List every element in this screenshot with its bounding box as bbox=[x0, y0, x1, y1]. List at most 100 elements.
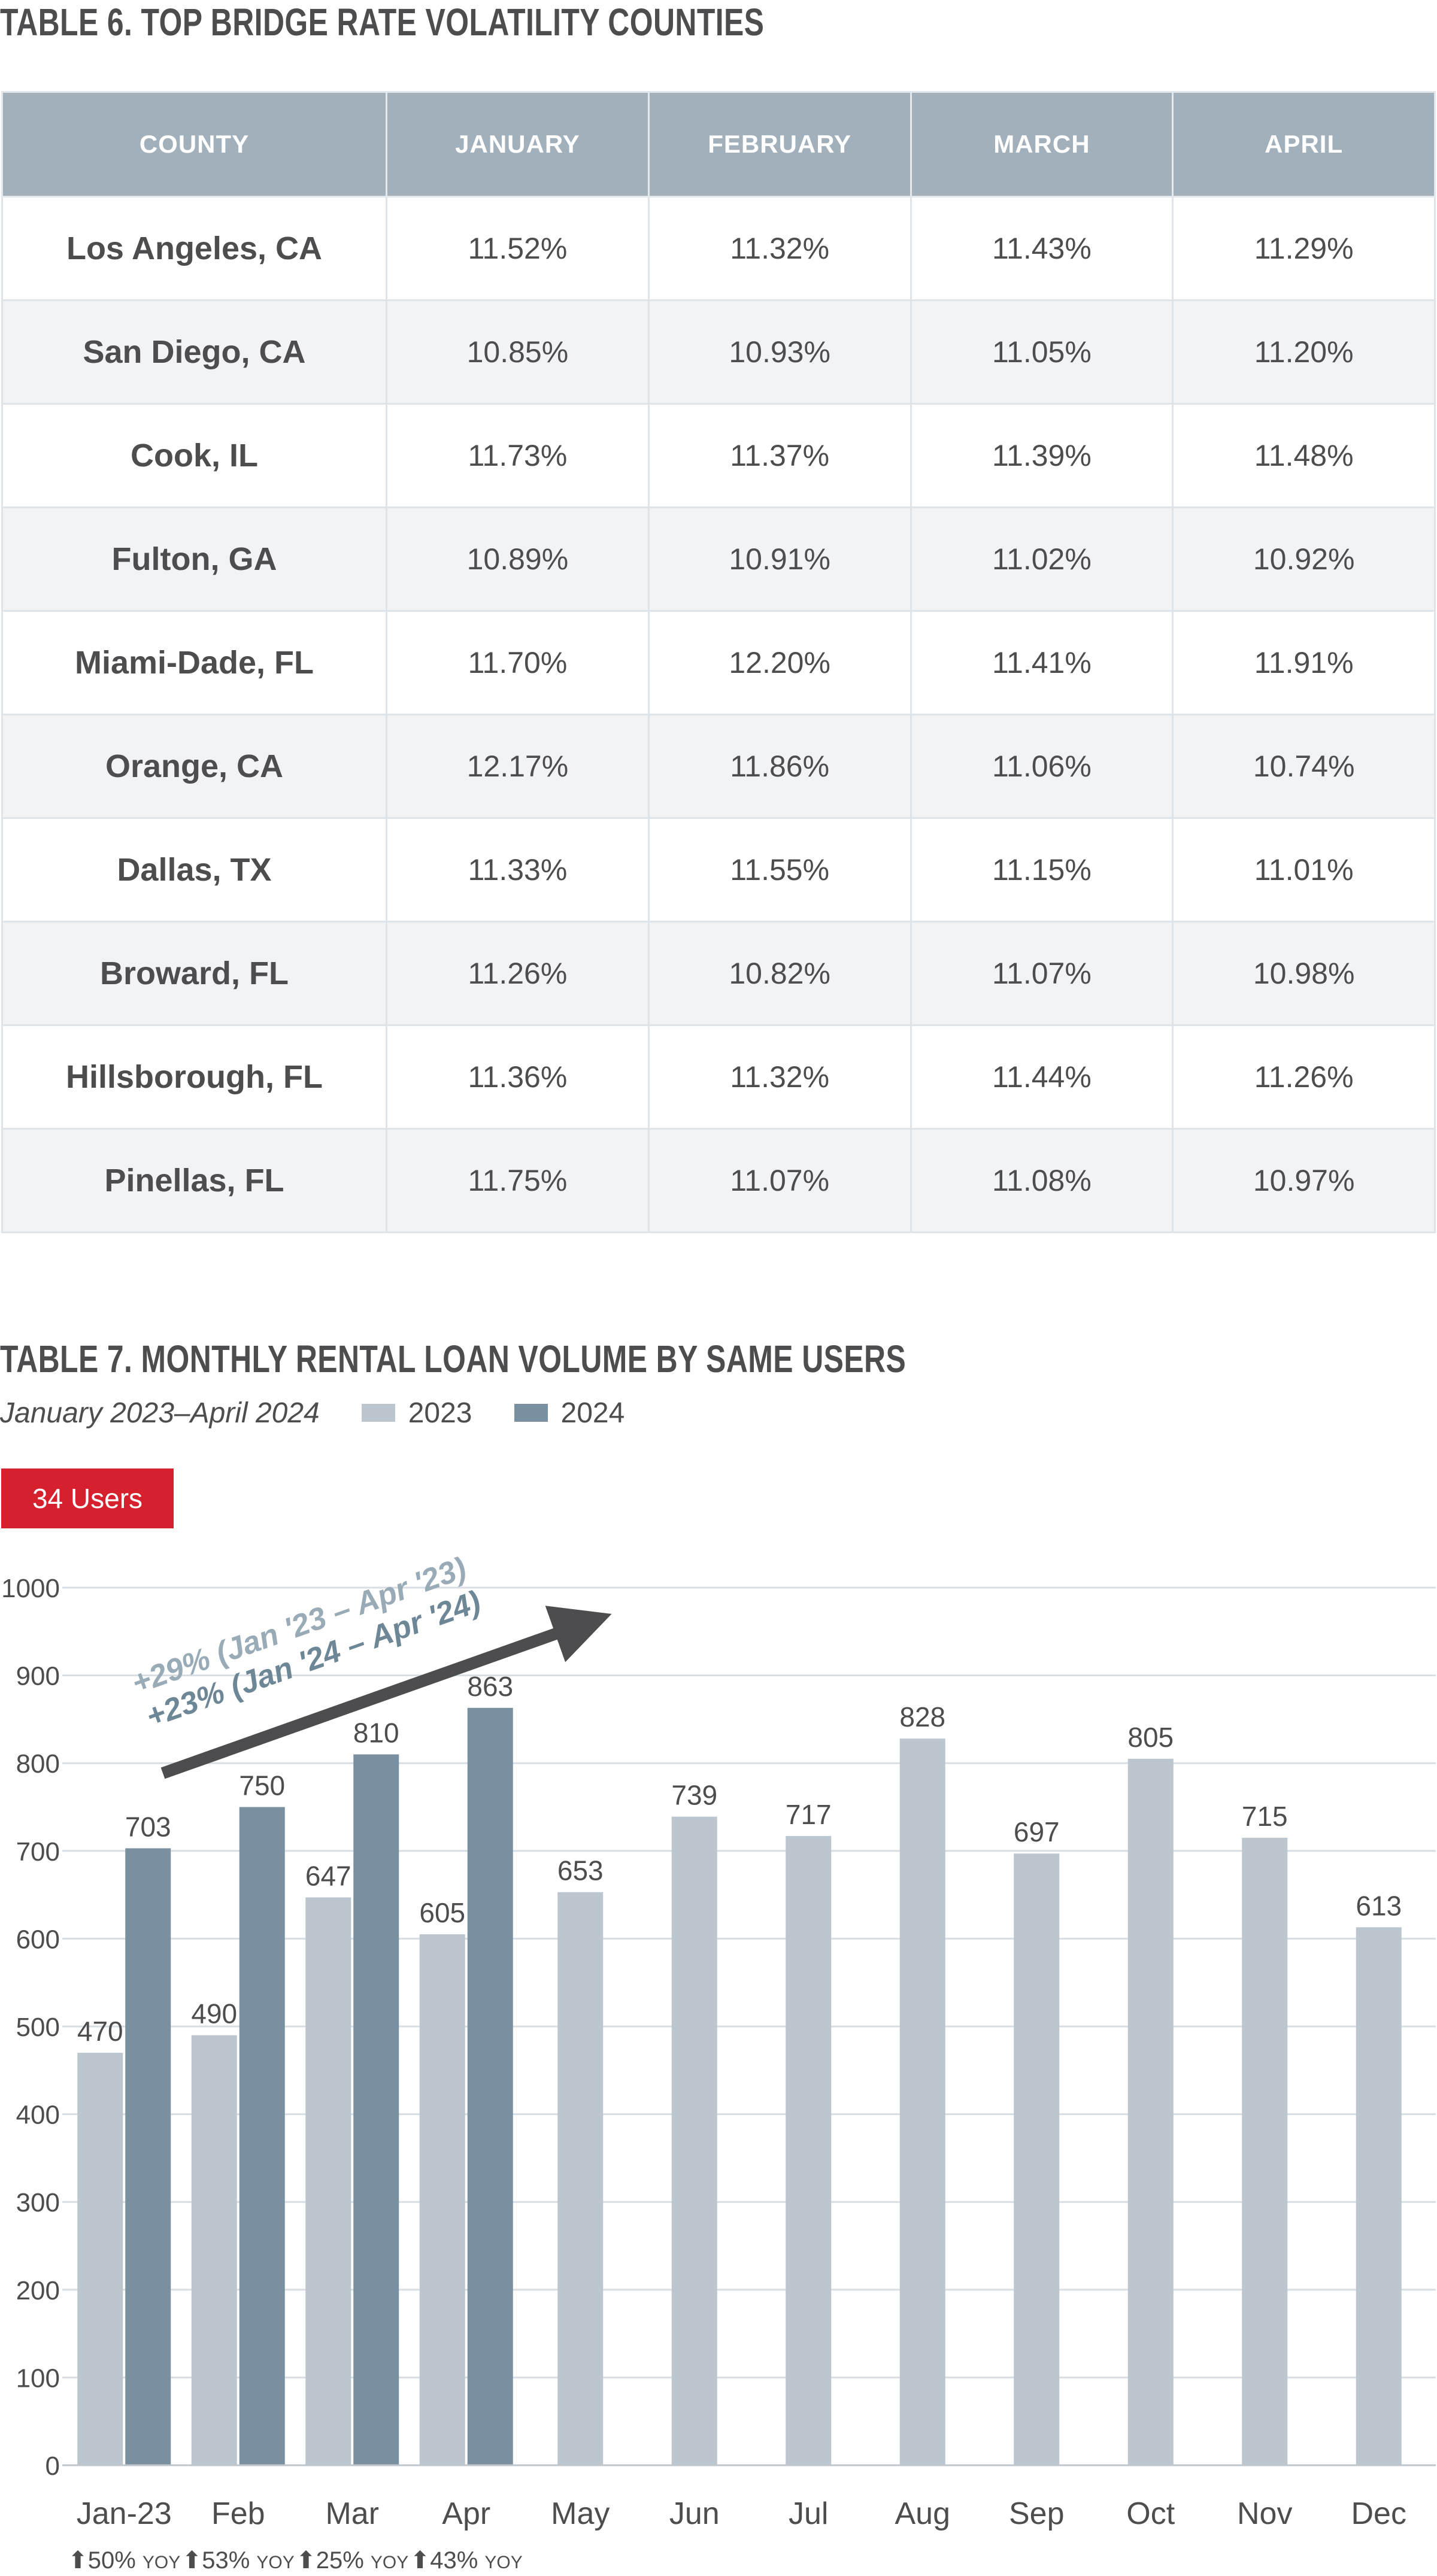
yoy-label: ⬆25% YOY bbox=[296, 2547, 408, 2574]
chart-subtitle-legend: January 2023–April 2024 2023 2024 bbox=[0, 1389, 666, 1437]
table-row: Pinellas, FL 11.75% 11.07% 11.08% 10.97% bbox=[1, 1128, 1436, 1233]
rate-cell: 11.32% bbox=[647, 196, 912, 301]
data-label-2024: 863 bbox=[467, 1671, 513, 1702]
rate-cell: 11.15% bbox=[910, 817, 1174, 923]
rate-cell: 11.01% bbox=[1172, 817, 1436, 923]
rate-cell: 11.70% bbox=[386, 610, 650, 715]
x-tick-label: Apr bbox=[442, 2496, 490, 2531]
rate-cell: 10.85% bbox=[386, 299, 650, 405]
county-cell: Cook, IL bbox=[1, 403, 387, 508]
legend-swatch-2023 bbox=[361, 1404, 395, 1422]
bar-2023 bbox=[1014, 1853, 1060, 2465]
rate-cell: 10.89% bbox=[386, 506, 650, 612]
bar-2023 bbox=[191, 2035, 237, 2465]
table7-title: TABLE 7. MONTHLY RENTAL LOAN VOLUME BY S… bbox=[0, 1337, 907, 1380]
data-label-2023: 717 bbox=[786, 1799, 832, 1830]
data-label-2023: 828 bbox=[899, 1701, 945, 1732]
county-cell: San Diego, CA bbox=[1, 299, 387, 405]
bar-2023 bbox=[786, 1835, 832, 2465]
rate-cell: 11.39% bbox=[910, 403, 1174, 508]
rate-cell: 11.86% bbox=[647, 714, 912, 819]
data-label-2023: 805 bbox=[1127, 1722, 1174, 1753]
x-tick-label: Mar bbox=[325, 2496, 379, 2531]
bar-2024 bbox=[467, 1707, 513, 2465]
column-header-april: APRIL bbox=[1172, 91, 1436, 198]
y-tick-label: 600 bbox=[16, 1925, 60, 1954]
data-label-2023: 647 bbox=[305, 1860, 351, 1891]
data-label-2023: 653 bbox=[557, 1855, 604, 1886]
x-tick-label: Jan-23 bbox=[77, 2496, 172, 2531]
rate-cell: 11.91% bbox=[1172, 610, 1436, 715]
bar-2024 bbox=[125, 1848, 171, 2465]
table-row: Orange, CA 12.17% 11.86% 11.06% 10.74% bbox=[1, 714, 1436, 819]
rate-cell: 11.43% bbox=[910, 196, 1174, 301]
y-tick-label: 500 bbox=[16, 2013, 60, 2042]
table6-title: TABLE 6. TOP BRIDGE RATE VOLATILITY COUN… bbox=[0, 1, 765, 44]
rate-cell: 11.52% bbox=[386, 196, 650, 301]
bar-2023 bbox=[899, 1738, 945, 2465]
data-label-2023: 613 bbox=[1356, 1890, 1402, 1921]
rate-cell: 10.92% bbox=[1172, 506, 1436, 612]
data-label-2023: 715 bbox=[1242, 1801, 1288, 1832]
data-label-2023: 697 bbox=[1014, 1816, 1060, 1847]
rate-cell: 11.33% bbox=[386, 817, 650, 923]
bar-2023 bbox=[419, 1934, 465, 2465]
table-row: San Diego, CA 10.85% 10.93% 11.05% 11.20% bbox=[1, 299, 1436, 405]
county-cell: Dallas, TX bbox=[1, 817, 387, 923]
x-tick-label: Feb bbox=[211, 2496, 265, 2531]
rate-cell: 11.48% bbox=[1172, 403, 1436, 508]
rate-cell: 10.91% bbox=[647, 506, 912, 612]
rate-cell: 10.82% bbox=[647, 921, 912, 1026]
rate-cell: 11.08% bbox=[910, 1128, 1174, 1233]
column-header-january: JANUARY bbox=[386, 91, 650, 198]
data-label-2023: 490 bbox=[191, 1998, 237, 2029]
y-tick-label: 0 bbox=[46, 2451, 60, 2481]
rate-cell: 11.02% bbox=[910, 506, 1174, 612]
bar-2023 bbox=[1356, 1927, 1402, 2465]
county-cell: Pinellas, FL bbox=[1, 1128, 387, 1233]
rate-cell: 11.26% bbox=[1172, 1024, 1436, 1130]
x-tick-label: Nov bbox=[1237, 2496, 1292, 2531]
bar-2023 bbox=[77, 2052, 123, 2465]
rate-cell: 11.07% bbox=[910, 921, 1174, 1026]
rate-cell: 11.55% bbox=[647, 817, 912, 923]
x-tick-label: Jun bbox=[669, 2496, 720, 2531]
rate-cell: 11.20% bbox=[1172, 299, 1436, 405]
rate-cell: 11.73% bbox=[386, 403, 650, 508]
table-row: Fulton, GA 10.89% 10.91% 11.02% 10.92% bbox=[1, 506, 1436, 612]
rate-cell: 11.06% bbox=[910, 714, 1174, 819]
bar-2023 bbox=[671, 1816, 717, 2465]
yoy-label: ⬆53% YOY bbox=[182, 2547, 295, 2574]
rate-cell: 11.26% bbox=[386, 921, 650, 1026]
rate-cell: 11.75% bbox=[386, 1128, 650, 1233]
y-tick-label: 900 bbox=[16, 1662, 60, 1691]
rate-cell: 11.37% bbox=[647, 403, 912, 508]
data-label-2023: 605 bbox=[419, 1897, 465, 1928]
data-label-2024: 703 bbox=[125, 1811, 171, 1842]
rate-cell: 10.93% bbox=[647, 299, 912, 405]
x-tick-label: Aug bbox=[895, 2496, 950, 2531]
bar-2023 bbox=[557, 1892, 604, 2465]
bar-2023 bbox=[305, 1897, 351, 2465]
rate-cell: 10.74% bbox=[1172, 714, 1436, 819]
loan-volume-chart: 0 100 200 300 400 500 600 700 800 900 1000 470 703 Ja… bbox=[1, 1551, 1436, 2574]
table-row: Los Angeles, CA 11.52% 11.32% 11.43% 11.29% bbox=[1, 196, 1436, 301]
rate-cell: 10.98% bbox=[1172, 921, 1436, 1026]
y-tick-label: 300 bbox=[16, 2188, 60, 2217]
data-label-2023: 739 bbox=[671, 1780, 717, 1811]
rate-cell: 11.05% bbox=[910, 299, 1174, 405]
legend-label-2023: 2023 bbox=[408, 1397, 472, 1429]
column-header-february: FEBRUARY bbox=[647, 91, 912, 198]
column-header-county: COUNTY bbox=[1, 91, 387, 198]
legend-label-2024: 2024 bbox=[560, 1397, 625, 1429]
legend-swatch-2024 bbox=[514, 1404, 548, 1422]
date-range: January 2023–April 2024 bbox=[0, 1397, 320, 1429]
rate-cell: 11.29% bbox=[1172, 196, 1436, 301]
x-tick-label: Sep bbox=[1009, 2496, 1065, 2531]
rate-cell: 11.32% bbox=[647, 1024, 912, 1130]
county-cell: Miami-Dade, FL bbox=[1, 610, 387, 715]
county-cell: Orange, CA bbox=[1, 714, 387, 819]
x-tick-label: Jul bbox=[789, 2496, 828, 2531]
y-tick-label: 1000 bbox=[1, 1574, 60, 1603]
county-cell: Los Angeles, CA bbox=[1, 196, 387, 301]
